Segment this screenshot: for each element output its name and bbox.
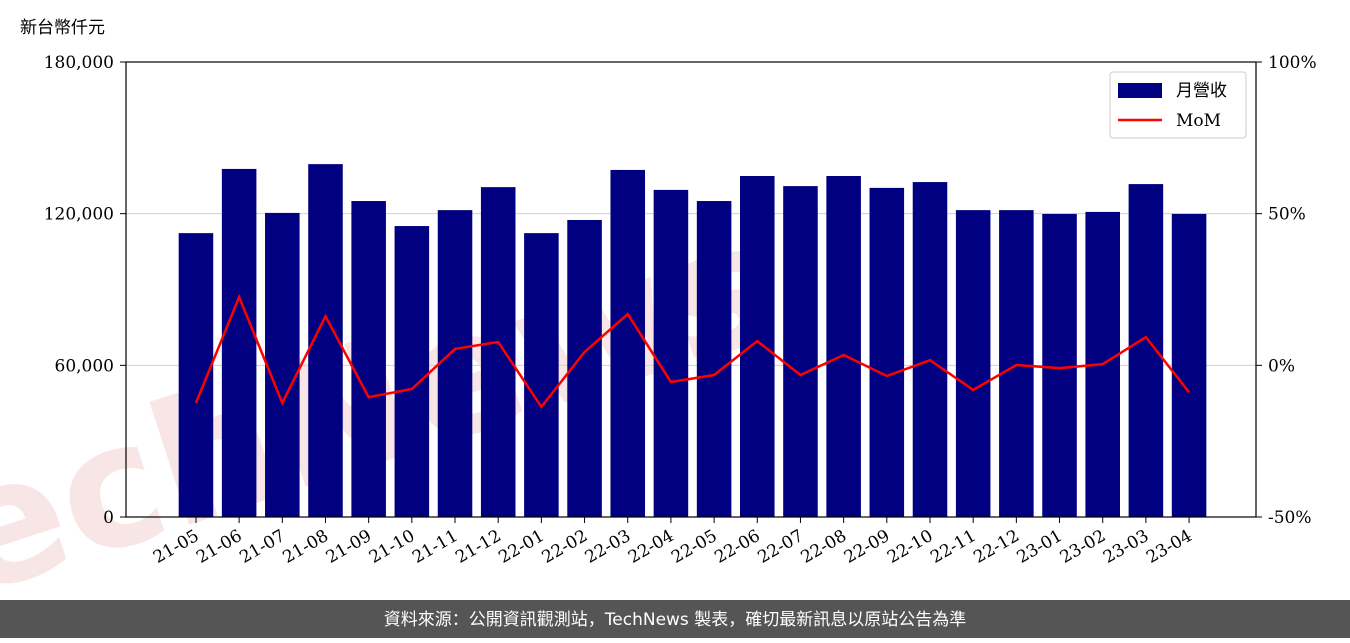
bar bbox=[1128, 184, 1164, 517]
x-tick-label: 21-11 bbox=[409, 526, 461, 568]
plot-frame bbox=[125, 61, 1257, 518]
bar bbox=[437, 210, 473, 517]
bar bbox=[912, 182, 948, 517]
x-tick-label: 22-10 bbox=[884, 526, 936, 568]
x-tick-label: 22-12 bbox=[970, 526, 1022, 568]
x-tick-label: 22-02 bbox=[539, 526, 591, 568]
y2-tick-label: 100% bbox=[1268, 53, 1317, 73]
bar bbox=[826, 176, 861, 517]
x-tick-label: 22-04 bbox=[625, 526, 677, 568]
bar bbox=[524, 233, 559, 517]
y-axis-label: 新台幣仟元 bbox=[20, 18, 105, 38]
line bbox=[194, 293, 1191, 410]
bar bbox=[869, 187, 905, 517]
y-tick-label: 180,000 bbox=[44, 53, 114, 73]
bar bbox=[480, 187, 516, 517]
y2-tick-label: -50% bbox=[1268, 508, 1312, 528]
bar bbox=[221, 168, 257, 518]
x-tick-label: 23-01 bbox=[1014, 526, 1066, 568]
legend-swatch bbox=[1118, 83, 1162, 98]
x-tick-label: 21-12 bbox=[452, 526, 504, 568]
x-tick-label: 22-01 bbox=[495, 526, 547, 568]
x-tick-label: 23-03 bbox=[1100, 526, 1152, 568]
bar bbox=[265, 212, 300, 518]
bar bbox=[351, 201, 386, 517]
bar bbox=[955, 210, 991, 517]
x-tick-label: 21-10 bbox=[366, 526, 418, 568]
y-tick-label: 60,000 bbox=[55, 356, 114, 376]
bar bbox=[610, 169, 646, 518]
legend-label: MoM bbox=[1176, 111, 1221, 131]
legend-label: 月營收 bbox=[1176, 81, 1227, 101]
bar bbox=[740, 176, 775, 517]
x-tick-label: 22-06 bbox=[711, 526, 763, 568]
y-tick-label: 0 bbox=[103, 508, 114, 528]
bar bbox=[696, 201, 732, 517]
footer: 資料來源：公開資訊觀測站，TechNews 製表，確切最新訊息以原站公告為準 bbox=[384, 610, 966, 630]
y2-tick-label: 0% bbox=[1268, 356, 1295, 376]
bar bbox=[653, 189, 689, 517]
footer-bar bbox=[0, 600, 1350, 638]
bar bbox=[1042, 213, 1077, 518]
x-tick-label: 22-08 bbox=[798, 526, 850, 568]
bar bbox=[999, 210, 1034, 517]
bar bbox=[1171, 213, 1207, 518]
y2-tick-label: 50% bbox=[1268, 205, 1306, 225]
x-tick-label: 22-09 bbox=[841, 526, 893, 568]
y-tick-label: 120,000 bbox=[44, 205, 114, 225]
x-tick-label: 23-04 bbox=[1143, 526, 1195, 568]
bar bbox=[783, 186, 818, 517]
x-tick-label: 21-09 bbox=[323, 526, 375, 568]
bar bbox=[394, 226, 430, 517]
x-tick-label: 22-05 bbox=[668, 526, 720, 568]
x-tick-label: 22-11 bbox=[927, 526, 979, 568]
x-tick-label: 22-07 bbox=[755, 526, 807, 568]
x-tick-label: 22-03 bbox=[582, 526, 634, 568]
x-tick-label: 23-02 bbox=[1057, 526, 1109, 568]
